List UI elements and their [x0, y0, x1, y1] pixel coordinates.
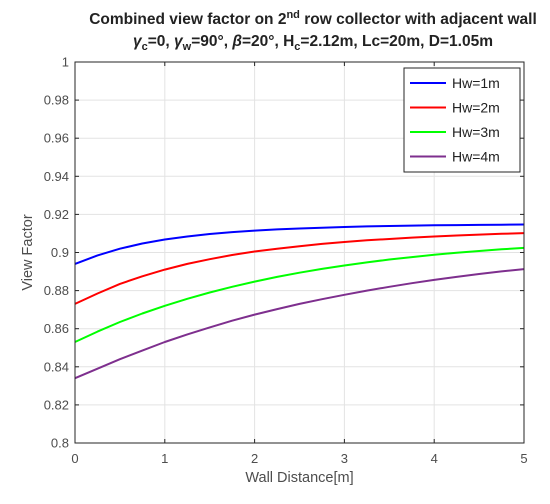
chart-title-line1: Combined view factor on 2nd row collecto…: [89, 9, 537, 28]
x-tick-label: 2: [251, 451, 258, 466]
x-tick-label: 4: [431, 451, 438, 466]
series-line-Hw=4m: [74, 268, 525, 380]
y-tick-label: 0.88: [44, 283, 69, 298]
title-main-text: Combined view factor on 2: [89, 11, 286, 28]
legend-box: [403, 67, 521, 173]
title-parameters: =2.12m, Lc=20m, D=1.05m: [300, 33, 493, 50]
x-tick-label: 1: [161, 451, 168, 466]
y-tick-label: 0.98: [44, 93, 69, 108]
beta-symbol: β: [231, 33, 242, 50]
legend: Hw=1m Hw=2m Hw=3m Hw=4m: [403, 67, 521, 173]
gamma-symbol: γ: [133, 33, 143, 50]
y-tick-label: 0.92: [44, 207, 69, 222]
chart-title-line2: γc=0, γw=90°, β=20°, Hc=2.12m, Lc=20m, D…: [133, 33, 493, 53]
gamma-symbol-2: γ: [174, 33, 184, 50]
legend-entry: Hw=1m: [452, 75, 500, 91]
legend-entry: Hw=3m: [452, 124, 500, 140]
tick-labels: 0 1 2 3 4 5 0.8 0.82 0.84 0.86 0.88 0.9 0.92 0.94 0.96…: [44, 55, 528, 467]
y-tick-label: 0.8: [51, 436, 69, 451]
y-axis-label: View Factor: [20, 214, 36, 290]
y-tick-label: 0.86: [44, 321, 69, 336]
gamma-w-subscript: w: [182, 41, 192, 53]
legend-entry: Hw=2m: [452, 100, 500, 116]
hc-subscript: c: [294, 41, 300, 53]
tick-marks: [74, 61, 525, 444]
y-tick-label: 0.9: [51, 245, 69, 260]
beta-value: =20°, H: [242, 33, 294, 50]
series-lines: [74, 223, 525, 380]
gamma-w-value: =90°,: [191, 33, 232, 50]
title-superscript: nd: [286, 9, 299, 21]
gamma-c-subscript: c: [142, 41, 148, 53]
x-tick-label: 5: [520, 451, 527, 466]
y-tick-label: 1: [62, 55, 69, 70]
y-tick-label: 0.94: [44, 169, 69, 184]
x-tick-label: 3: [341, 451, 348, 466]
x-axis-label: Wall Distance[m]: [245, 470, 353, 486]
title-rest-text: row collector with adjacent wall: [300, 11, 537, 28]
legend-entry: Hw=4m: [452, 149, 500, 165]
series-line-Hw=1m: [74, 223, 525, 265]
series-line-Hw=2m: [74, 232, 525, 305]
y-tick-label: 0.96: [44, 131, 69, 146]
series-line-Hw=3m: [74, 246, 525, 343]
y-tick-label: 0.82: [44, 397, 69, 412]
y-tick-label: 0.84: [44, 359, 69, 374]
x-tick-label: 0: [71, 451, 78, 466]
gamma-c-value: =0,: [148, 33, 174, 50]
